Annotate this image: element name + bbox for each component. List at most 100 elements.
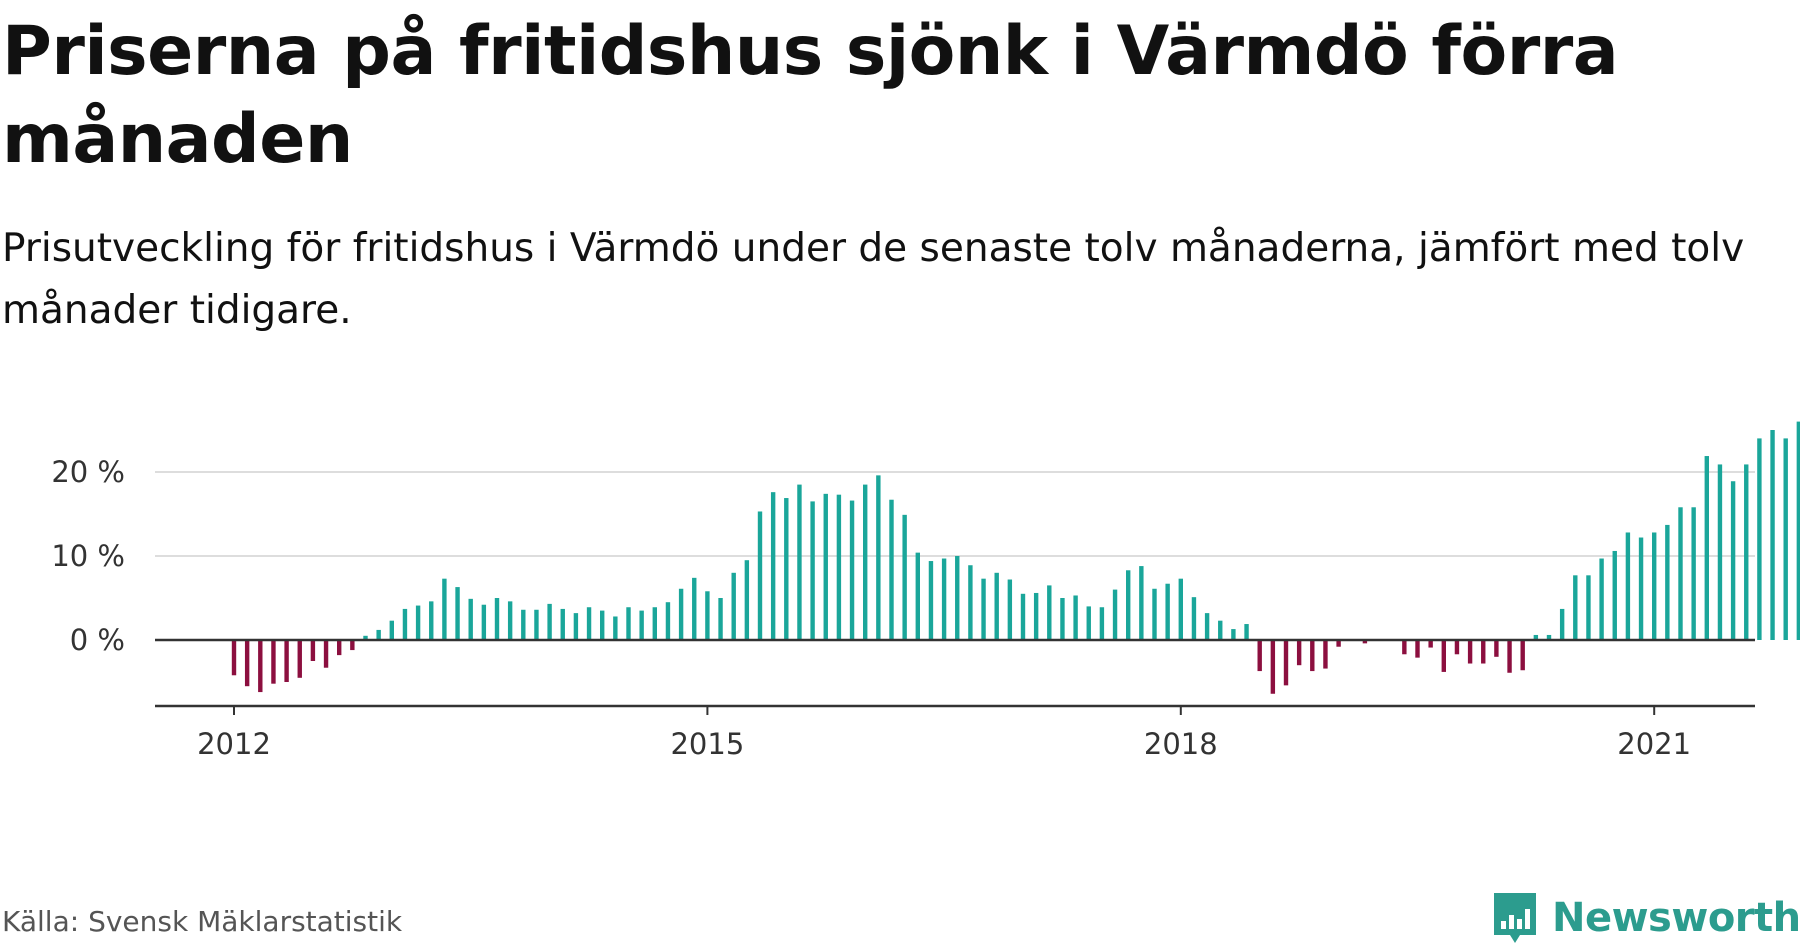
bar [1323, 640, 1328, 669]
axis-labels: 0 %10 %20 %20122015201820212023−6 % [51, 455, 1691, 761]
bar [902, 514, 907, 640]
bar [1638, 537, 1644, 640]
bar [1362, 640, 1368, 644]
bar [1546, 634, 1552, 640]
bar [639, 610, 644, 640]
bar [941, 558, 947, 640]
bar [863, 484, 868, 640]
bar [1112, 589, 1118, 640]
bar [1296, 640, 1302, 666]
bar [1796, 421, 1800, 640]
bar [1165, 583, 1170, 640]
bar [468, 598, 473, 640]
bar [521, 609, 526, 640]
bar [718, 598, 723, 640]
bar [600, 610, 605, 640]
bar [363, 635, 368, 640]
bar [534, 609, 539, 640]
x-tick-label: 2012 [197, 727, 271, 761]
bar [1533, 634, 1539, 640]
bar [1204, 613, 1210, 640]
bar [849, 500, 855, 640]
bar [1744, 464, 1749, 640]
bar [415, 605, 421, 640]
bar [297, 640, 302, 678]
y-tick-label: 0 % [70, 623, 125, 657]
bar [1244, 624, 1249, 640]
bar [560, 608, 565, 640]
bar [271, 640, 276, 684]
bar [1007, 579, 1013, 640]
bar [1612, 550, 1617, 640]
brand-logo: Newsworthy [1490, 888, 1800, 948]
bar [810, 501, 815, 640]
bar [455, 587, 460, 640]
bar [258, 640, 263, 693]
x-tick-label: 2021 [1617, 727, 1691, 761]
bar [784, 498, 789, 640]
bar [981, 578, 986, 640]
bar [731, 572, 736, 640]
bar [1033, 592, 1039, 640]
bar [1730, 481, 1736, 640]
bar [1494, 640, 1499, 657]
chart-subtitle: Prisutveckling för fritidshus i Värmdö u… [2, 226, 1745, 333]
bar [547, 603, 552, 640]
bars [231, 421, 1800, 694]
bar [1507, 640, 1512, 673]
bar [1152, 588, 1157, 640]
bar [1191, 597, 1197, 640]
bar [955, 556, 960, 640]
bar-chart: 0 %10 %20 %20122015201820212023−6 % [51, 421, 1800, 761]
bar [376, 629, 381, 640]
bar [1625, 532, 1631, 640]
bar [757, 511, 763, 640]
bar [1020, 593, 1026, 640]
bar [1441, 640, 1446, 672]
bar [1310, 640, 1315, 672]
bar [1218, 620, 1223, 640]
y-tick-label: 10 % [51, 539, 125, 573]
bar [429, 601, 434, 640]
bar [1454, 640, 1460, 655]
bar [744, 560, 750, 640]
bar [1665, 524, 1670, 640]
bar [1757, 438, 1762, 640]
bar [284, 640, 289, 682]
chart-title: Priserna på fritidshus sjönk i Värmdö fö… [2, 12, 1619, 179]
gridlines [155, 471, 1755, 557]
bar [1559, 608, 1565, 640]
bar [1467, 640, 1473, 664]
bar [1428, 640, 1433, 648]
bar [1336, 640, 1341, 647]
bar [310, 640, 316, 661]
bar [1481, 640, 1486, 664]
x-tick-label: 2018 [1144, 727, 1218, 761]
bar [1178, 578, 1183, 640]
bar [1283, 640, 1289, 686]
bar [1573, 575, 1578, 640]
bar [481, 604, 487, 640]
bar [231, 640, 237, 676]
bar [823, 493, 828, 640]
bar [1139, 566, 1144, 640]
bar [1047, 585, 1052, 640]
bar [613, 616, 618, 640]
newsworthy-icon [1494, 893, 1536, 943]
bar [705, 591, 710, 640]
bar [1415, 640, 1420, 658]
bar [1770, 430, 1775, 640]
bar [1099, 607, 1105, 640]
bar [889, 499, 894, 640]
axes [155, 638, 1755, 715]
bar [1691, 507, 1696, 640]
source-note: Källa: Svensk Mäklarstatistik [2, 905, 403, 938]
bar [586, 607, 592, 640]
bar [626, 607, 631, 640]
bar [968, 565, 973, 640]
bar [994, 572, 999, 640]
bar [350, 640, 355, 651]
bar [1257, 640, 1262, 672]
bar [402, 608, 408, 640]
bar [1402, 640, 1407, 655]
